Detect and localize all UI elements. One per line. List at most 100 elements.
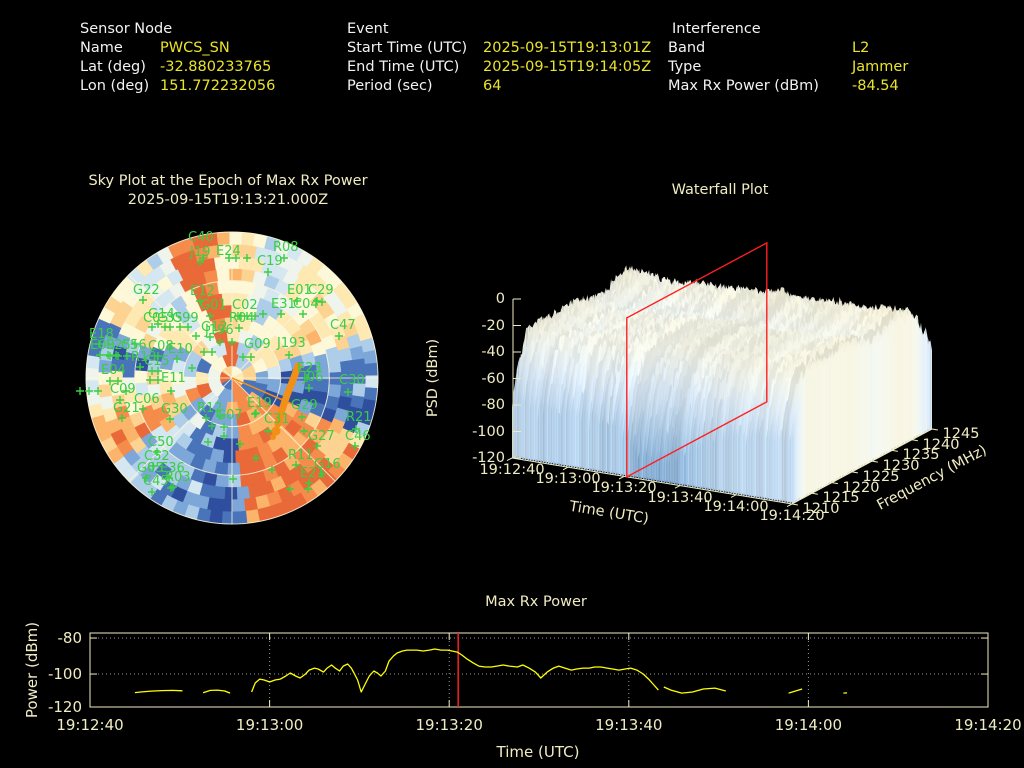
waterfall-frequency-tick: 1215	[822, 490, 860, 507]
satellite-label: G12	[201, 320, 228, 335]
waterfall-psd-tick: -60	[481, 370, 505, 387]
sky-cell	[363, 350, 378, 365]
sky-cell	[211, 485, 226, 500]
satellite-label: G09	[244, 337, 271, 352]
max-rx-power-chart: 19:12:40 19:13:00 19:13:20 19:13:40 19:14:00…	[48, 629, 1022, 734]
satellite-marker	[208, 348, 216, 356]
y-tick-label: -100	[48, 665, 82, 683]
x-tick-label: 19:13:00	[236, 716, 303, 734]
sky-cell	[364, 362, 379, 377]
satellite-marker	[243, 312, 251, 320]
satellite-label: E19	[247, 396, 272, 411]
waterfall-frequency-tick: 1210	[802, 501, 840, 517]
satellite-label: E25	[106, 338, 131, 353]
max-rx-power-series	[663, 686, 726, 694]
sky-cell	[219, 498, 233, 513]
sky-cell	[229, 268, 243, 282]
satellite-marker	[299, 310, 307, 318]
satellite-label: C05	[143, 311, 169, 326]
waterfall-time-tick: 19:13:00	[535, 471, 601, 488]
satellite-label: E09	[90, 338, 115, 353]
satellite-marker	[285, 351, 293, 359]
x-tick-label: 19:13:40	[595, 716, 662, 734]
satellite-marker	[216, 412, 224, 420]
azimuth-spoke	[231, 377, 336, 482]
bottom-y-axis-label: Power (dBm)	[23, 621, 41, 719]
max-rx-power-series	[788, 688, 803, 694]
satellite-label: C06	[134, 392, 160, 407]
sensor-node-section-title: Sensor Node	[80, 21, 173, 37]
event-period-value: 64	[483, 78, 502, 94]
satellite-label: R13	[131, 350, 157, 365]
satellite-marker	[106, 352, 114, 360]
x-tick-label: 19:12:40	[56, 716, 123, 734]
satellite-marker	[142, 474, 150, 482]
satellite-marker	[184, 323, 192, 331]
satellite-marker	[165, 474, 173, 482]
satellite-label: C35	[157, 311, 183, 326]
satellite-marker	[148, 488, 156, 496]
waterfall-psd-tick: -40	[481, 344, 505, 360]
satellite-label: C45	[143, 474, 169, 489]
satellite-label: G16	[314, 457, 341, 472]
plot-frame	[89, 632, 989, 708]
event-section-title: Event	[347, 21, 389, 37]
x-tick-label: 19:13:20	[416, 716, 483, 734]
max-rx-power-panel: Max Rx Power 19:12:40 19:13:00 19:13:20 19:…	[0, 585, 1024, 768]
satellite-marker	[96, 351, 104, 359]
waterfall-psd-tick: -80	[481, 397, 505, 413]
satellite-marker	[313, 297, 321, 305]
satellite-label: C02	[232, 298, 258, 313]
satellite-label: E24	[216, 244, 241, 259]
waterfall-frequency-tick: 1230	[882, 458, 920, 475]
satellite-marker	[300, 427, 308, 435]
satellite-label: G22	[133, 283, 160, 298]
satellite-marker	[286, 485, 294, 493]
waterfall-time-tick: 19:14:20	[759, 508, 825, 524]
satellite-marker	[76, 387, 84, 395]
sky-cell	[217, 280, 231, 295]
satellite-marker	[252, 409, 260, 417]
sky-plot-title: Sky Plot at the Epoch of Max Rx Power	[88, 173, 368, 189]
satellite-marker	[225, 254, 233, 262]
satellite-marker	[335, 332, 343, 340]
sky-cell	[216, 268, 231, 282]
satellite-label: R12	[197, 401, 223, 416]
sky-cell	[222, 450, 236, 464]
max-rx-power-series	[250, 648, 659, 693]
satellite-label: E36	[160, 461, 185, 476]
satellite-marker	[313, 442, 321, 450]
interference-type-value: Jammer	[852, 59, 909, 75]
sky-cell	[243, 497, 258, 512]
sensor-lon-value: 151.772232056	[160, 78, 276, 94]
sky-cell	[327, 359, 342, 374]
satellite-label: E23	[297, 361, 322, 376]
waterfall-psd-tick: -100	[472, 423, 505, 440]
header: Sensor Node Name PWCS_SN Lat (deg) -32.8…	[0, 0, 1024, 110]
satellite-marker	[114, 377, 122, 385]
satellite-label: E11	[161, 371, 186, 386]
satellite-label: G21	[113, 401, 140, 416]
satellite-marker	[154, 367, 162, 375]
satellite-label: G29	[291, 398, 318, 413]
satellite-label: R03	[165, 470, 191, 485]
satellite-label: C19	[257, 254, 283, 269]
satellite-marker	[173, 355, 181, 363]
sky-cell	[241, 232, 256, 247]
waterfall-time-tick: 19:13:40	[647, 489, 713, 506]
satellite-marker	[305, 479, 313, 487]
satellite-label: G05	[137, 461, 164, 476]
x-tick-label: 19:14:20	[954, 716, 1021, 734]
event-end-value: 2025-09-15T19:14:05Z	[483, 59, 652, 75]
sky-cell	[340, 359, 354, 374]
satellite-marker	[167, 387, 175, 395]
max-rx-power-series	[134, 689, 183, 694]
satellite-marker	[202, 414, 210, 422]
satellite-marker	[149, 462, 157, 470]
satellite-marker	[280, 254, 288, 262]
satellite-marker	[167, 484, 175, 492]
satellite-label: J06	[302, 370, 323, 385]
sky-cell	[227, 474, 242, 488]
max-rx-power-series	[202, 689, 231, 694]
